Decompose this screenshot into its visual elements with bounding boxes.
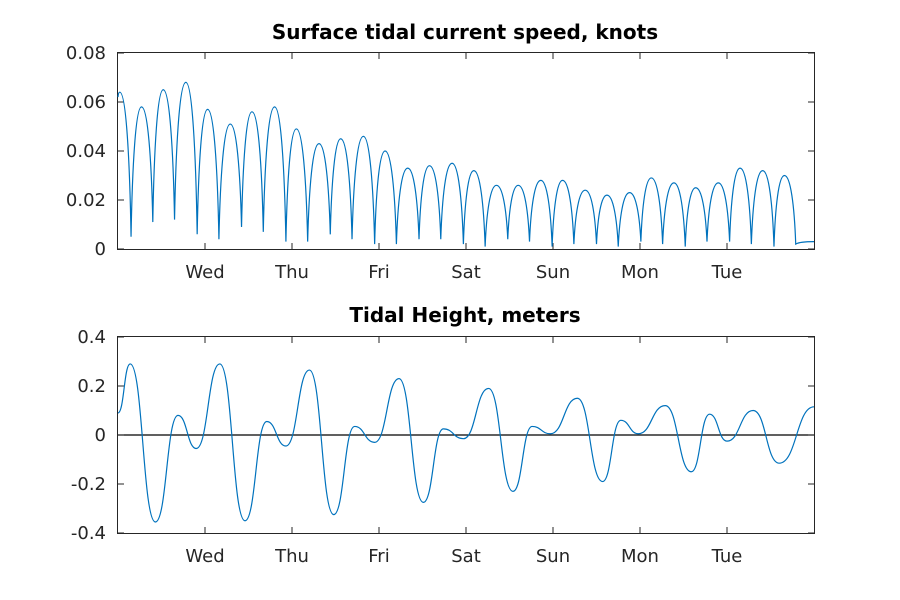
speed-x-tick-label: Thu (274, 262, 309, 283)
height-x-tick-label: Fri (368, 546, 389, 567)
speed-x-tick-label: Sat (451, 262, 481, 283)
speed-x-tick-label: Wed (185, 262, 224, 283)
height-x-tick-label: Sat (451, 546, 481, 567)
speed-x-tick-label: Mon (621, 262, 659, 283)
height-chart: Tidal Height, meters 0.4 0.2 0 -0.2 -0.4 Wed… (71, 303, 815, 567)
height-x-tick-label: Thu (274, 546, 309, 567)
height-x-tick-label: Sun (536, 546, 570, 567)
height-x-tick-label: Tue (711, 546, 743, 567)
speed-chart: Surface tidal current speed, knots 0 0.02… (66, 20, 815, 283)
height-series-line (117, 363, 815, 523)
speed-y-tick-label: 0.06 (66, 92, 106, 113)
speed-chart-title: Surface tidal current speed, knots (272, 20, 658, 44)
height-x-tick-label: Mon (621, 546, 659, 567)
height-x-ticks: Wed Thu Fri Sat Sun Mon Tue (185, 337, 742, 567)
speed-y-tick-label: 0 (95, 239, 106, 260)
speed-y-tick-label: 0.08 (66, 43, 106, 64)
speed-x-tick-label: Sun (536, 262, 570, 283)
height-y-tick-label: 0.2 (77, 376, 106, 397)
speed-series-line (117, 81, 815, 247)
height-x-tick-label: Wed (185, 546, 224, 567)
height-y-tick-label: -0.4 (71, 523, 106, 544)
height-plot-area (117, 336, 815, 534)
height-y-tick-label: 0.4 (77, 327, 106, 348)
speed-y-tick-label: 0.04 (66, 141, 106, 162)
speed-x-ticks: Wed Thu Fri Sat Sun Mon Tue (185, 53, 742, 283)
speed-plot-area (117, 52, 815, 250)
height-y-tick-label: 0 (95, 425, 106, 446)
speed-y-ticks: 0 0.02 0.04 0.06 0.08 (66, 43, 814, 260)
speed-x-tick-label: Tue (711, 262, 743, 283)
speed-x-tick-label: Fri (368, 262, 389, 283)
height-chart-title: Tidal Height, meters (349, 303, 580, 327)
speed-y-tick-label: 0.02 (66, 190, 106, 211)
height-y-tick-label: -0.2 (71, 474, 106, 495)
height-y-ticks: 0.4 0.2 0 -0.2 -0.4 (71, 327, 814, 544)
